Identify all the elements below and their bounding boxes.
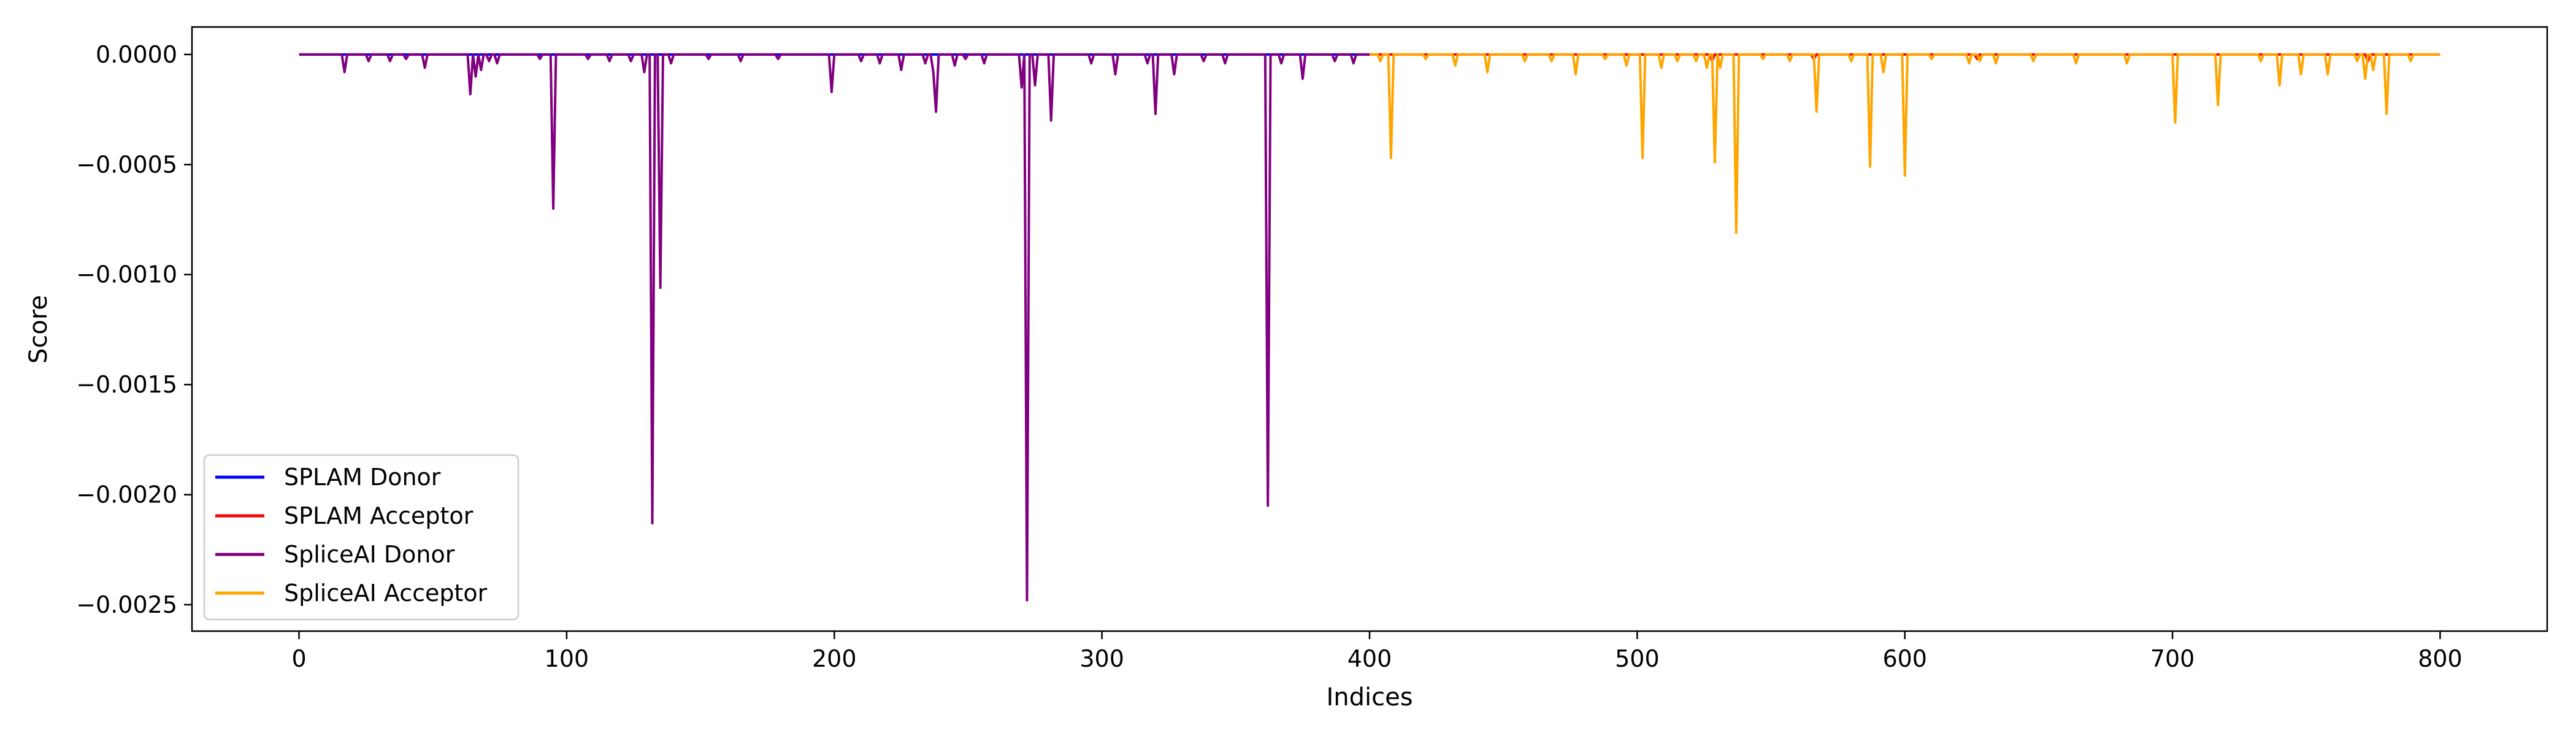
x-tick-label: 700: [2150, 645, 2195, 672]
x-axis-label: Indices: [1326, 683, 1413, 711]
x-axis: 0 100 200 300 400 500 600 700 800: [291, 631, 2463, 672]
x-tick-label: 800: [2418, 645, 2463, 672]
y-tick-label: −0.0020: [76, 481, 177, 508]
legend-label-splam-acceptor: SPLAM Acceptor: [284, 502, 473, 529]
x-tick-label: 200: [812, 645, 857, 672]
legend-label-spliceai-acceptor: SpliceAI Acceptor: [284, 580, 488, 607]
y-axis-label: Score: [25, 295, 53, 364]
x-tick-label: 300: [1079, 645, 1124, 672]
y-tick-label: 0.0000: [96, 41, 177, 68]
series-line-spliceai-acceptor: [1370, 53, 2440, 234]
legend-label-spliceai-donor: SpliceAI Donor: [284, 541, 455, 568]
y-tick-label: −0.0015: [76, 371, 177, 398]
x-tick-label: 600: [1882, 645, 1927, 672]
y-tick-label: −0.0010: [76, 261, 177, 288]
series-layer: [299, 53, 2440, 602]
plot-area: [192, 27, 2547, 631]
legend-box: [203, 454, 519, 621]
x-tick-label: 0: [291, 645, 306, 672]
y-axis: 0.0000 −0.0005 −0.0010 −0.0015 −0.0020 −0.002…: [76, 41, 192, 618]
legend: SPLAM Donor SPLAM Acceptor SpliceAI Donor S…: [203, 454, 519, 621]
series-line-spliceai-donor: [299, 53, 1370, 602]
y-tick-label: −0.0005: [76, 151, 177, 178]
x-tick-label: 500: [1615, 645, 1660, 672]
x-tick-label: 100: [545, 645, 589, 672]
y-tick-label: −0.0025: [76, 591, 177, 618]
x-tick-label: 400: [1347, 645, 1392, 672]
legend-label-splam-donor: SPLAM Donor: [284, 464, 441, 491]
